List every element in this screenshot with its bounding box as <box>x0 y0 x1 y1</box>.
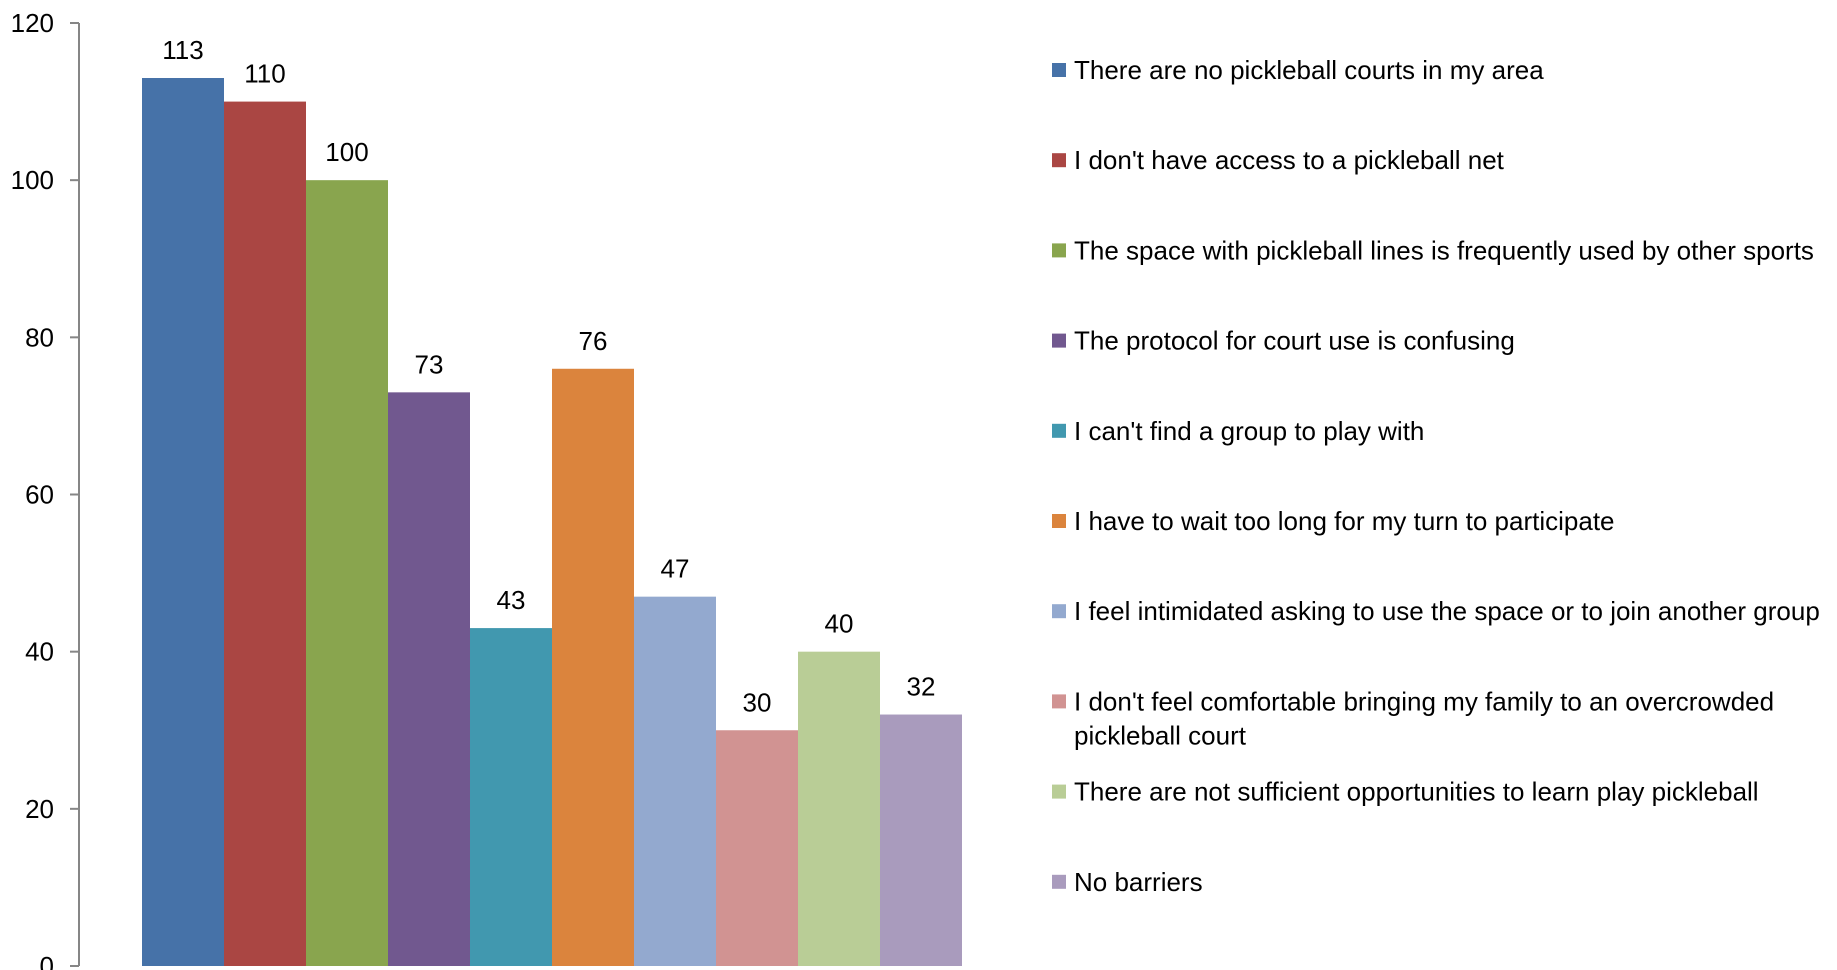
legend-label: The space with pickleball lines is frequ… <box>1074 235 1814 265</box>
legend-swatch <box>1052 694 1066 709</box>
legend-label: I don't feel comfortable bringing my fam… <box>1074 686 1774 750</box>
legend-swatch <box>1052 333 1066 348</box>
bar <box>880 714 962 966</box>
legend-label: There are no pickleball courts in my are… <box>1074 55 1544 85</box>
bar-value-label: 113 <box>162 35 203 65</box>
y-tick-label: 40 <box>25 637 54 667</box>
legend-label: There are not sufficient opportunities t… <box>1074 777 1759 807</box>
bar-value-label: 43 <box>497 585 526 615</box>
bar <box>306 180 388 966</box>
bar-value-label: 73 <box>415 349 444 379</box>
bar-value-label: 110 <box>244 59 285 89</box>
legend: There are no pickleball courts in my are… <box>1052 55 1820 897</box>
bar <box>716 730 798 966</box>
bar-value-label: 47 <box>661 554 690 584</box>
bar-value-label: 76 <box>579 326 608 356</box>
bar-value-label: 30 <box>743 687 772 717</box>
bar <box>142 78 224 967</box>
legend-label: I feel intimidated asking to use the spa… <box>1074 596 1820 626</box>
y-tick-label: 60 <box>25 480 54 510</box>
bar-value-label: 40 <box>825 609 854 639</box>
bar <box>470 628 552 966</box>
legend-swatch <box>1052 243 1066 258</box>
legend-swatch <box>1052 784 1066 799</box>
y-tick-label: 20 <box>25 794 54 824</box>
bar <box>634 596 716 966</box>
legend-label: The protocol for court use is confusing <box>1074 326 1515 356</box>
legend-swatch <box>1052 153 1066 168</box>
legend-swatch <box>1052 423 1066 438</box>
bar <box>224 101 306 967</box>
bar <box>552 368 634 966</box>
y-tick-label: 80 <box>25 322 54 352</box>
y-tick-label: 100 <box>11 165 54 195</box>
bar-value-label: 32 <box>907 672 936 702</box>
legend-label: No barriers <box>1074 867 1203 897</box>
y-tick-label: 0 <box>40 951 54 970</box>
legend-label: I have to wait too long for my turn to p… <box>1074 506 1615 536</box>
legend-swatch <box>1052 604 1066 619</box>
y-tick-label: 120 <box>11 8 54 38</box>
legend-swatch <box>1052 63 1066 77</box>
legend-swatch <box>1052 874 1066 889</box>
legend-label: I don't have access to a pickleball net <box>1074 145 1505 175</box>
legend-label: I can't find a group to play with <box>1074 416 1424 446</box>
legend-swatch <box>1052 514 1066 528</box>
bar <box>388 392 470 966</box>
bar-value-label: 100 <box>325 137 368 167</box>
bar <box>798 651 880 966</box>
plot-area: 0 20 40 60 80 100 120 113 110 100 73 43 76 47 30 40 32 <box>11 8 962 970</box>
